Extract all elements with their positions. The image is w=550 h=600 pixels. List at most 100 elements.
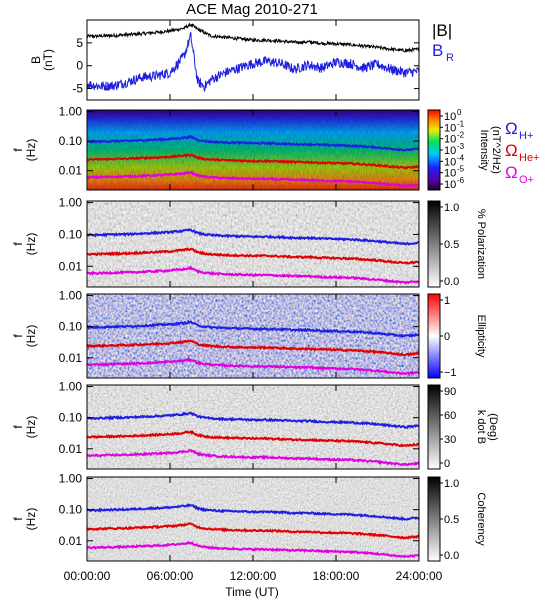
colorbar-tick-exponent: -1: [457, 119, 465, 128]
trace-he-plus: [87, 522, 419, 540]
y-tick-label: 0.01: [59, 259, 83, 273]
trace-o-plus: [87, 265, 419, 285]
series-line-b-magnitude: [86, 22, 419, 53]
legend-b-r-subscript: R: [446, 52, 454, 64]
y-axis-unit: (Hz): [24, 416, 38, 439]
spectrogram-background: [87, 201, 419, 287]
spectrogram-background: [87, 477, 419, 561]
legend-ion-label: H+: [519, 130, 533, 142]
panel-spectrogram-4: 1.00 0.10 0.01 f (Hz) 90 60 30 0 k dot B (Deg): [11, 380, 499, 470]
legend-omega-symbol: Ω: [505, 163, 518, 182]
colorbar-tick-exponent: -5: [457, 165, 465, 174]
y-tick-label: 1.00: [59, 472, 83, 486]
y-axis-unit: (Hz): [24, 139, 38, 162]
y-axis-label: B: [29, 56, 43, 64]
trace-o-plus: [87, 170, 419, 188]
trace-h-plus: [87, 503, 419, 522]
y-axis-label: f: [11, 425, 25, 429]
colorbar-tick-label: 0: [444, 458, 450, 470]
y-axis-unit: (Hz): [24, 508, 38, 531]
trace-he-plus: [87, 339, 419, 357]
y-axis-label: f: [11, 148, 25, 152]
x-axis-label: Time (UT): [225, 585, 279, 599]
y-tick-label: -5: [72, 82, 83, 96]
colorbar-tick-label: 0.0: [444, 550, 459, 562]
colorbar-tick-label: 1.0: [444, 202, 459, 214]
colorbar-tick-label: 10: [444, 122, 456, 134]
y-tick-label: 1.00: [59, 196, 83, 210]
colorbar-unit: (Deg): [487, 413, 499, 441]
colorbar-tick-label: 0.5: [444, 514, 459, 526]
y-axis-label: f: [11, 517, 25, 521]
colorbar-tick-label: 10: [444, 145, 456, 157]
colorbar-tick-label: 10: [444, 111, 456, 123]
x-tick-label: 18:00:00: [313, 569, 360, 583]
y-axis-unit: (nT): [41, 49, 55, 71]
legend-omega-symbol: Ω: [505, 119, 518, 138]
trace-he-plus: [87, 153, 419, 170]
trace-h-plus: [87, 411, 419, 429]
colorbar-label: Intensity: [478, 130, 490, 171]
y-axis-unit: (Hz): [24, 233, 38, 256]
spectrogram-image: [87, 110, 419, 190]
y-tick-label: 1.00: [59, 289, 83, 303]
panel-spectrogram-5: 1.00 0.10 0.01 f (Hz) 1.0 0.5 0.0 Coherency: [11, 472, 487, 562]
y-tick-label: 1.00: [59, 104, 83, 118]
y-tick-label: 1.00: [59, 380, 83, 394]
colorbar-label: Ellipticity: [475, 315, 487, 358]
colorbar-tick-label: 1.0: [444, 478, 459, 490]
trace-h-plus: [87, 319, 419, 339]
colorbar-tick-label: 0.0: [444, 276, 459, 288]
y-tick-label: 0.01: [59, 442, 83, 456]
colorbar-tick-exponent: 0: [457, 108, 462, 117]
colorbar-tick-label: 10: [444, 156, 456, 168]
y-axis-label: f: [11, 242, 25, 246]
panel-b-field: 50-5B(nT)|B|B R: [29, 19, 454, 101]
y-tick-label: 5: [76, 36, 83, 50]
colorbar-tick-label: 60: [444, 410, 456, 422]
colorbar-tick-label: 90: [444, 386, 456, 398]
x-tick-label: 24:00:00: [396, 569, 443, 583]
colorbar-label: k dot B: [475, 410, 487, 444]
colorbar-unit: (nT^2/Hz): [490, 126, 502, 174]
legend-b-r: B: [432, 41, 443, 60]
legend-b-magnitude: |B|: [432, 21, 452, 40]
spectrogram-image: [87, 477, 419, 561]
colorbar-label: Coherency: [475, 492, 487, 546]
colorbar-tick-label: 30: [444, 434, 456, 446]
colorbar: [428, 477, 440, 561]
colorbar-tick-label: 10: [444, 179, 456, 191]
trace-h-plus: [87, 228, 419, 246]
panel-spectrogram-2: 1.00 0.10 0.01 f (Hz) 1.0 0.5 0.0 % Polarization: [11, 196, 487, 288]
colorbar-tick-exponent: -3: [457, 142, 465, 151]
colorbar: [428, 385, 440, 469]
y-tick-label: 0.01: [59, 164, 83, 178]
spectrogram-image: [87, 294, 419, 378]
colorbar: [428, 110, 440, 190]
x-tick-label: 06:00:00: [147, 569, 194, 583]
legend-ion-label: O+: [519, 174, 534, 186]
y-axis-label: f: [11, 334, 25, 338]
colorbar-tick-exponent: -4: [457, 153, 465, 162]
spectrogram-background: [87, 294, 419, 378]
colorbar: [428, 294, 440, 378]
series-line-b-r: [86, 32, 420, 93]
x-axis: 00:00:00 06:00:00 12:00:00 18:00:00 24:00:00: [64, 20, 443, 583]
spectrogram-image: [87, 385, 419, 469]
panel-spectrogram-3: 1.00 0.10 0.01 f (Hz) 1 0 −1 Ellipticity: [11, 289, 487, 379]
y-tick-label: 0: [76, 59, 83, 73]
trace-o-plus: [87, 448, 419, 467]
y-tick-label: 0.10: [59, 411, 83, 425]
colorbar-tick-exponent: -2: [457, 131, 465, 140]
trace-o-plus: [87, 540, 419, 559]
colorbar-label: % Polarization: [475, 209, 487, 279]
colorbar-tick-label: −1: [444, 367, 457, 379]
trace-he-plus: [87, 247, 419, 265]
colorbar-tick-label: 0: [444, 331, 450, 343]
legend-omega-symbol: Ω: [505, 141, 518, 160]
colorbar-tick-exponent: -6: [457, 176, 465, 185]
y-tick-label: 0.01: [59, 534, 83, 548]
